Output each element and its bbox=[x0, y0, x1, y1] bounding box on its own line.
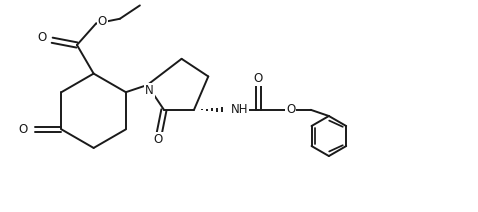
Text: N: N bbox=[145, 84, 154, 97]
Text: O: O bbox=[254, 72, 263, 85]
Text: O: O bbox=[98, 15, 107, 28]
Text: O: O bbox=[37, 31, 46, 44]
Text: O: O bbox=[19, 123, 28, 136]
Text: O: O bbox=[153, 133, 163, 146]
Text: O: O bbox=[286, 103, 295, 116]
Text: NH: NH bbox=[231, 103, 248, 116]
